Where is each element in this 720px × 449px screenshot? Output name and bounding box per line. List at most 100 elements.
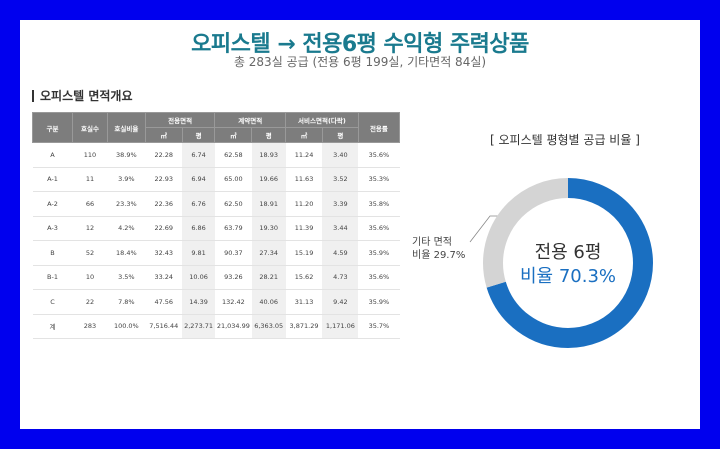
donut-center-value: 비율 70.3% [519, 266, 617, 287]
table-row: A-3 12 4.2% 22.69 6.86 63.79 19.30 11.39 3.44 35.… [32, 216, 400, 241]
section-title: 오피스텔 면적개요 [32, 90, 133, 102]
table-cell: B [32, 240, 73, 266]
area-table: 구분 호실수 호실비율 전용면적 계약면적 서비스면적(다락) 전용률 ㎡ 평 … [31, 112, 401, 339]
table-cell: 22 [72, 289, 108, 315]
table-cell: 4.2% [107, 216, 146, 241]
table-cell: 6.76 [182, 191, 215, 217]
table-cell: 35.8% [358, 191, 400, 217]
table-cell: 11.24 [285, 142, 323, 168]
table-cell: 10.06 [182, 265, 215, 290]
table-cell: 62.58 [214, 142, 252, 168]
other-slice-name: 기타 면적 [412, 237, 452, 248]
table-cell: 132.42 [214, 289, 252, 315]
table-cell: 15.62 [285, 265, 323, 290]
table-cell: 110 [72, 142, 108, 168]
table-cell: 33.24 [145, 265, 183, 290]
table-cell: 1,171.06 [322, 314, 359, 339]
table-cell: 3.44 [322, 216, 359, 241]
table-cell: 14.39 [182, 289, 215, 315]
table-row: A-2 66 23.3% 22.36 6.76 62.50 18.91 11.20 3.39 35… [32, 191, 400, 217]
table-body: A 110 38.9% 22.28 6.74 62.58 18.93 11.24 3.40 35.… [32, 142, 400, 339]
table-cell: 35.7% [358, 314, 400, 339]
header-sqm: ㎡ [144, 127, 183, 143]
page-subtitle: 총 283실 공급 (전용 6평 199실, 기타면적 84실) [233, 55, 487, 69]
donut-center-name: 전용 6평 [534, 242, 602, 263]
table-cell: 19.66 [251, 167, 286, 192]
header-pyeong: 평 [181, 127, 216, 143]
table-cell: 9.81 [182, 240, 215, 266]
table-row: A 110 38.9% 22.28 6.74 62.58 18.93 11.24 3.40 35.… [32, 142, 400, 168]
table-cell: A [32, 142, 73, 168]
table-cell: 47.56 [145, 289, 183, 315]
table-cell: 11.63 [285, 167, 323, 192]
table-cell: 90.37 [214, 240, 252, 266]
page-title: 오피스텔 → 전용6평 수익형 주력상품 [191, 32, 529, 57]
other-slice-value: 비율 29.7% [412, 250, 466, 261]
table-row: B 52 18.4% 32.43 9.81 90.37 27.34 15.19 4.59 35.9… [32, 240, 400, 266]
table-cell: 35.6% [358, 265, 400, 290]
table-cell: 22.69 [145, 216, 183, 241]
table-cell: 35.3% [358, 167, 400, 192]
table-cell: 38.9% [107, 142, 146, 168]
table-cell: 32.43 [145, 240, 183, 266]
table-cell: 22.28 [145, 142, 183, 168]
table-cell: 11.39 [285, 216, 323, 241]
table-cell: 11.20 [285, 191, 323, 217]
table-cell: 19.30 [251, 216, 286, 241]
table-cell: A-1 [32, 167, 73, 192]
table-cell: 3.40 [322, 142, 359, 168]
table-cell: 6.74 [182, 142, 215, 168]
table-cell: A-3 [32, 216, 73, 241]
table-cell: 35.9% [358, 240, 400, 266]
table-cell: 3.5% [107, 265, 146, 290]
table-cell: 35.6% [358, 216, 400, 241]
header-sqm: ㎡ [214, 127, 253, 143]
table-cell: 15.19 [285, 240, 323, 266]
header-type: 구분 [31, 112, 74, 143]
table-cell: 31.13 [285, 289, 323, 315]
table-cell: B-1 [32, 265, 73, 290]
table-cell: 66 [72, 191, 108, 217]
header-efficiency: 전용률 [357, 112, 401, 143]
table-cell: A-2 [32, 191, 73, 217]
table-cell: 35.6% [358, 142, 400, 168]
table-cell: 3.9% [107, 167, 146, 192]
table-cell: 6,363.05 [251, 314, 286, 339]
table-cell: 3.52 [322, 167, 359, 192]
donut-slice-other [483, 178, 653, 348]
donut-chart [483, 178, 653, 348]
table-cell: 18.91 [251, 191, 286, 217]
table-row: B-1 10 3.5% 33.24 10.06 93.26 28.21 15.62 4.73 35… [32, 265, 400, 290]
table-cell: 28.21 [251, 265, 286, 290]
table-cell: 7,516.44 [145, 314, 183, 339]
table-cell: 23.3% [107, 191, 146, 217]
table-cell: 12 [72, 216, 108, 241]
other-slice-label: 기타 면적 비율 29.7% [412, 236, 465, 262]
table-cell: 11 [72, 167, 108, 192]
table-cell: 2,273.71 [182, 314, 215, 339]
table-cell: 9.42 [322, 289, 359, 315]
table-cell: 93.26 [214, 265, 252, 290]
table-cell: 100.0% [107, 314, 146, 339]
table-cell: 27.34 [251, 240, 286, 266]
table-row: A-1 11 3.9% 22.93 6.94 65.00 19.66 11.63 3.52 35.… [32, 167, 400, 192]
table-row: 계 283 100.0% 7,516.44 2,273.71 21,034.99 6,363… [32, 314, 400, 339]
table-cell: 3.39 [322, 191, 359, 217]
table-row: C 22 7.8% 47.56 14.39 132.42 40.06 31.13 9.42 35.… [32, 289, 400, 315]
table-cell: 22.93 [145, 167, 183, 192]
table-cell: 283 [72, 314, 108, 339]
header-contract: 계약면적 [214, 112, 287, 128]
table-cell: 40.06 [251, 289, 286, 315]
table-cell: 10 [72, 265, 108, 290]
table-cell: 63.79 [214, 216, 252, 241]
table-cell: 52 [72, 240, 108, 266]
table-cell: 계 [32, 314, 73, 339]
header-sqm: ㎡ [285, 127, 323, 143]
table-cell: 4.59 [322, 240, 359, 266]
table-cell: 22.36 [145, 191, 183, 217]
table-cell: 18.4% [107, 240, 146, 266]
header-ratio: 호실비율 [106, 112, 146, 143]
table-cell: 6.86 [182, 216, 215, 241]
table-cell: 35.9% [358, 289, 400, 315]
chart-title: [ 오피스텔 평형별 공급 비율 ] [490, 133, 640, 147]
